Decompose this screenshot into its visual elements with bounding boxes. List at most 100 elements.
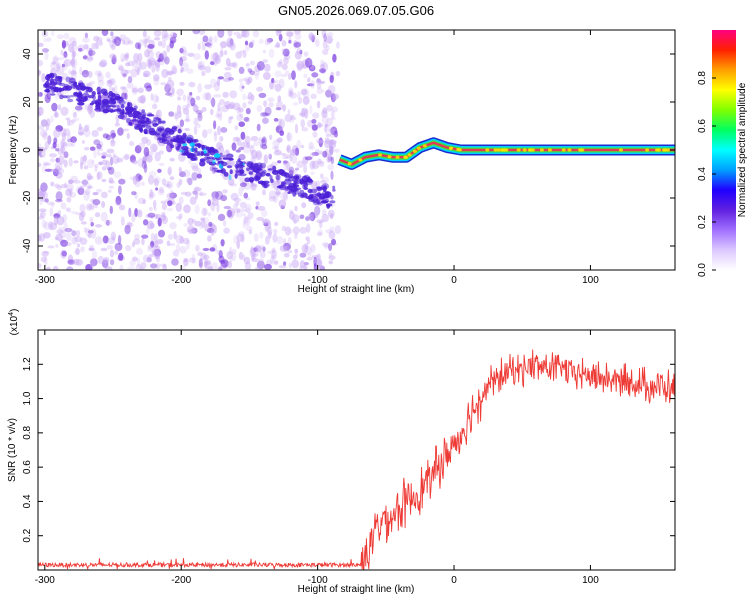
noise-speck — [63, 221, 68, 231]
noise-speck — [226, 37, 234, 48]
noise-speck — [50, 168, 57, 172]
noise-speck — [117, 127, 124, 136]
track-blob — [111, 92, 116, 98]
noise-speck — [179, 56, 187, 62]
track-blob — [199, 158, 206, 162]
track-blob — [248, 171, 253, 175]
noise-speck — [233, 234, 239, 244]
noise-speck — [210, 97, 216, 108]
noise-speck — [316, 123, 324, 128]
y-tick-label: 1.0 — [22, 391, 33, 405]
noise-speck — [38, 263, 42, 269]
noise-speck — [178, 166, 182, 174]
noise-speck — [302, 96, 310, 105]
track-blob — [312, 198, 320, 204]
noise-speck — [193, 53, 201, 61]
noise-speck — [102, 133, 109, 139]
noise-speck — [309, 105, 313, 115]
noise-speck — [307, 77, 311, 82]
noise-speck — [307, 213, 314, 221]
track-blob — [299, 189, 305, 194]
noise-speck — [275, 30, 282, 37]
carrier-highlight — [561, 148, 566, 152]
noise-speck — [279, 78, 285, 89]
track-blob — [55, 81, 62, 85]
noise-speck — [148, 191, 156, 198]
noise-speck — [93, 149, 97, 159]
noise-speck — [141, 238, 145, 246]
noise-speck — [214, 54, 221, 65]
noise-speck — [42, 161, 49, 167]
track-blob — [151, 119, 157, 126]
noise-speck — [316, 232, 323, 237]
noise-speck — [120, 58, 126, 62]
noise-speck — [167, 207, 173, 212]
noise-speck — [187, 229, 196, 233]
noise-speck — [243, 256, 251, 265]
noise-speck — [105, 154, 112, 158]
track-blob — [265, 172, 271, 177]
y-tick-label: 0.8 — [22, 425, 33, 439]
noise-speck — [243, 192, 249, 199]
snr-y-ticks: 0.2 0.4 0.6 0.8 1.0 1.2 — [22, 357, 675, 543]
noise-speck — [175, 202, 182, 212]
noise-speck — [157, 217, 162, 227]
track-blob — [108, 99, 117, 105]
noise-speck — [58, 226, 65, 231]
noise-speck — [114, 242, 123, 252]
noise-speck — [256, 86, 263, 92]
noise-speck — [146, 35, 151, 43]
noise-speck — [285, 154, 292, 159]
noise-speck — [263, 100, 268, 107]
noise-speck — [206, 39, 213, 49]
noise-speck — [122, 128, 130, 132]
noise-speck — [321, 176, 329, 184]
track-blob — [163, 129, 169, 135]
noise-speck — [102, 235, 109, 244]
noise-speck — [227, 260, 233, 269]
noise-speck — [138, 61, 142, 72]
track-blob — [144, 123, 149, 126]
noise-speck — [151, 65, 156, 73]
track-blob — [228, 157, 234, 161]
track-blob — [69, 94, 75, 98]
noise-speck — [91, 130, 99, 137]
noise-speck — [178, 218, 182, 221]
noise-speck — [238, 251, 244, 260]
noise-speck — [277, 137, 283, 143]
noise-speck — [304, 156, 313, 161]
x-tick-label: -100 — [308, 275, 328, 286]
noise-speck — [309, 34, 316, 41]
noise-speck — [100, 211, 108, 222]
noise-speck — [212, 52, 219, 62]
noise-speck — [97, 255, 105, 264]
noise-speck — [321, 30, 327, 39]
noise-speck — [63, 60, 68, 71]
noise-speck — [282, 48, 290, 57]
noise-speck — [258, 136, 263, 145]
noise-speck — [295, 167, 299, 171]
noise-speck — [56, 185, 62, 191]
noise-speck — [179, 246, 187, 254]
noise-speck — [272, 145, 277, 150]
noise-speck — [227, 30, 233, 37]
track-blob — [58, 87, 62, 93]
noise-speck — [236, 106, 241, 114]
noise-speck — [175, 243, 181, 252]
noise-speck — [247, 100, 253, 105]
noise-speck — [136, 67, 140, 76]
noise-speck — [56, 34, 64, 40]
track-blob — [86, 87, 94, 92]
spectrogram-noise-region — [38, 30, 342, 270]
noise-speck — [259, 231, 264, 239]
track-blob — [287, 191, 291, 194]
noise-speck — [316, 87, 323, 95]
noise-speck — [327, 156, 333, 162]
noise-speck — [301, 244, 309, 254]
noise-speck — [272, 80, 276, 84]
noise-speck — [103, 257, 110, 264]
noise-speck — [250, 145, 255, 154]
noise-speck — [92, 192, 99, 196]
noise-speck — [173, 249, 180, 257]
noise-speck — [305, 57, 313, 68]
